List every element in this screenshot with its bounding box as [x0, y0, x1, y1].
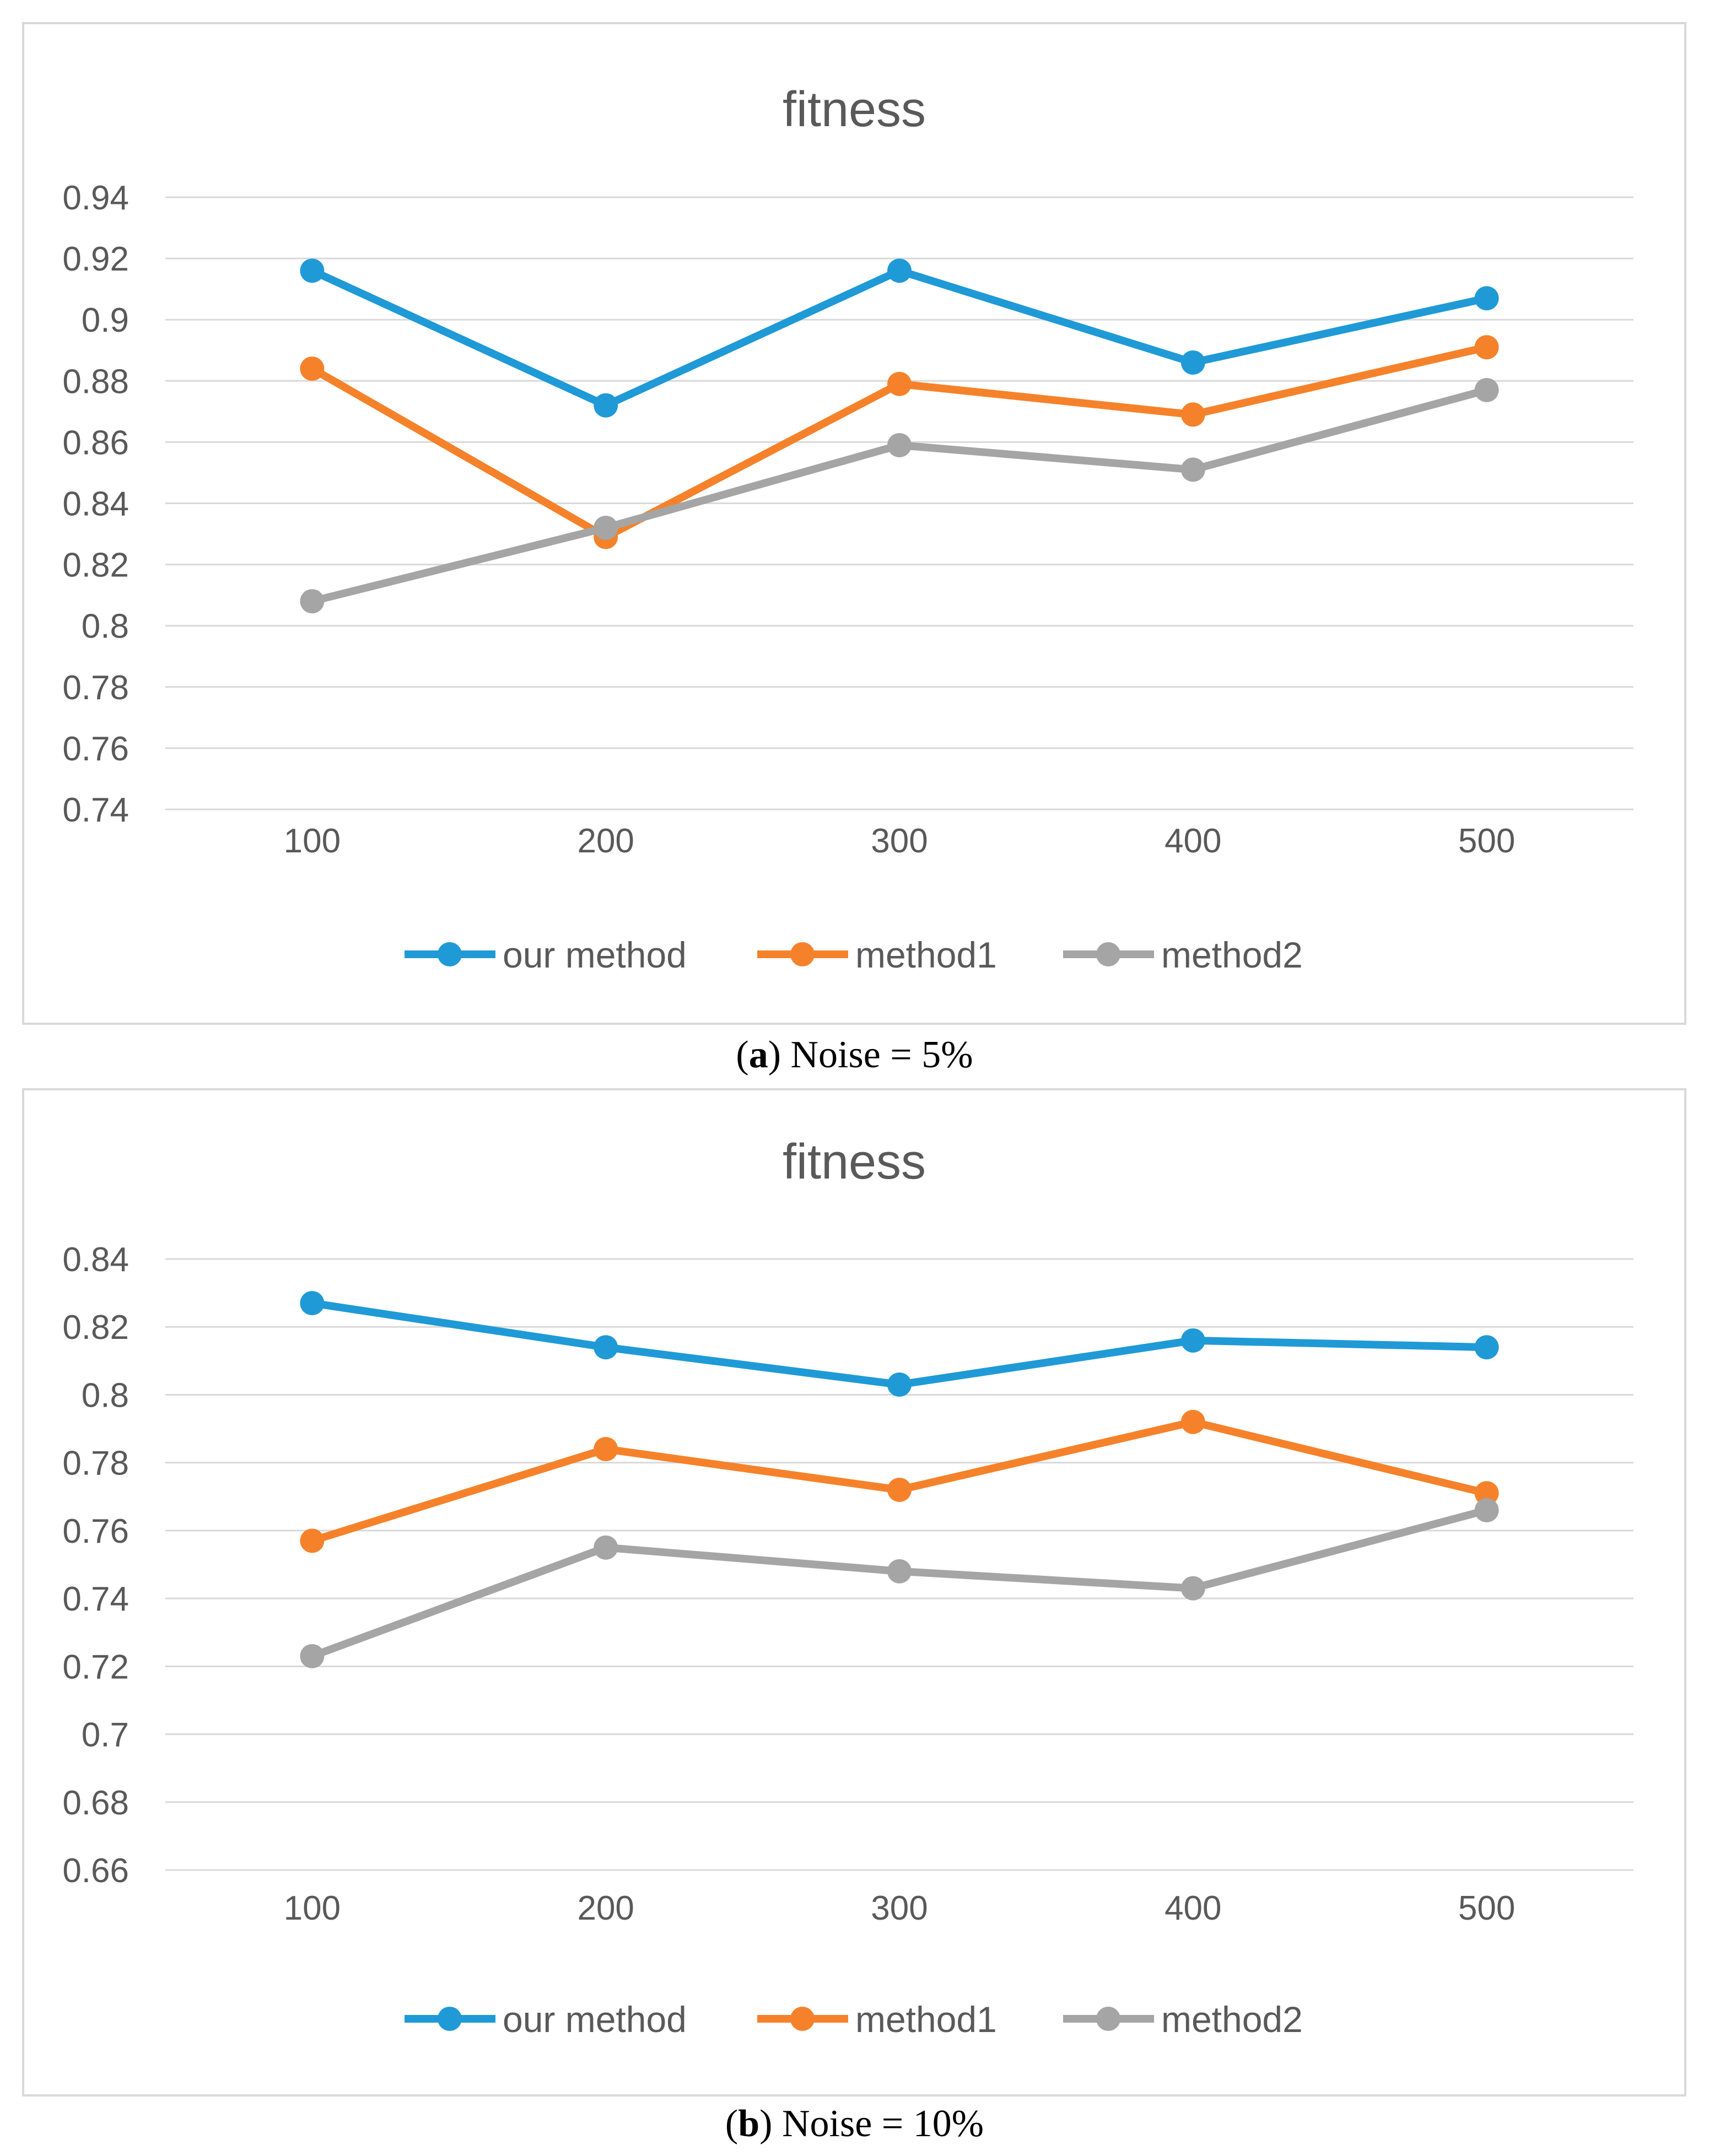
caption-b-text: Noise = 10%	[781, 2103, 984, 2145]
chart-a-xtick-label: 200	[577, 822, 634, 860]
chart-panel-b: fitness 0.66 0.68 0.7 0.72 0.74 0.76 0.78 0.8 0.8…	[22, 1088, 1686, 2096]
chart-a-xtick-label: 400	[1165, 822, 1221, 860]
caption-a: (a) Noise = 5%	[736, 1034, 973, 1076]
chart-b-point-method1	[1180, 1409, 1205, 1434]
chart-a-point-method2	[594, 515, 618, 540]
chart-a-ytick-label: 0.78	[62, 669, 129, 707]
chart-b-title: fitness	[783, 1134, 926, 1190]
chart-b-ytick-label: 0.7	[82, 1716, 129, 1754]
chart-b-ytick-label: 0.8	[82, 1376, 129, 1414]
chart-a-ytick-label: 0.82	[62, 547, 129, 585]
chart-a-legend-marker-method1	[790, 942, 815, 966]
chart-b-legend-marker-method1	[790, 2007, 815, 2031]
chart-a-point-method1	[1474, 335, 1499, 360]
chart-a-ytick-label: 0.86	[62, 424, 129, 462]
chart-b-point-method2	[594, 1535, 618, 1560]
chart-b-legend-marker-our-method	[438, 2007, 462, 2031]
chart-a-ytick-label: 0.76	[62, 730, 129, 768]
chart-b-xtick-label: 300	[871, 1889, 928, 1927]
chart-a: fitness 0.74 0.76 0.78 0.8 0.82 0.84 0.86 0.88 0.…	[62, 82, 1633, 975]
chart-a-point-our-method	[300, 258, 325, 283]
chart-b-ytick-label: 0.82	[62, 1309, 129, 1347]
chart-b-xtick-label: 500	[1458, 1889, 1515, 1927]
chart-b-ytick-label: 0.78	[62, 1445, 129, 1483]
chart-b-point-method1	[1474, 1481, 1499, 1506]
chart-b-point-method2	[887, 1559, 912, 1584]
chart-a-ytick-label: 0.8	[82, 608, 129, 646]
chart-a-title: fitness	[783, 82, 926, 137]
chart-a-xtick-label: 100	[284, 822, 341, 860]
chart-b-legend-label-our-method: our method	[503, 1999, 687, 2040]
chart-a-series-line-method2	[308, 386, 1491, 606]
chart-a-ytick-label: 0.9	[82, 301, 129, 339]
chart-a-point-method1	[300, 356, 325, 381]
chart-a-xtick-label: 500	[1458, 822, 1515, 860]
chart-a-point-method1	[887, 371, 912, 396]
chart-b-point-method2	[1474, 1498, 1499, 1522]
caption-a-text: Noise = 5%	[790, 1034, 973, 1076]
chart-a-legend-label-method2: method2	[1161, 934, 1303, 975]
chart-a-point-method2	[887, 433, 912, 457]
chart-b-legend-label-method2: method2	[1161, 1999, 1303, 2040]
chart-a-point-our-method	[1474, 286, 1499, 311]
chart-b-legend-marker-method2	[1096, 2007, 1120, 2031]
chart-b-ytick-label: 0.74	[62, 1580, 129, 1618]
chart-b-ytick-label: 0.76	[62, 1512, 129, 1550]
chart-a-xtick-label: 300	[871, 822, 928, 860]
chart-b-legend-label-method1: method1	[855, 1999, 997, 2040]
chart-a-ytick-label: 0.94	[62, 179, 129, 217]
chart-b-point-our-method	[300, 1291, 325, 1316]
chart-b-point-method1	[887, 1477, 912, 1502]
chart-a-point-method2	[300, 589, 325, 614]
chart-b-ytick-label: 0.84	[62, 1241, 129, 1279]
chart-a-point-method2	[1474, 377, 1499, 402]
chart-b-xtick-label: 200	[577, 1889, 634, 1927]
chart-a-point-our-method	[887, 258, 912, 283]
chart-a-legend-marker-our-method	[438, 942, 462, 966]
chart-b-ytick-label: 0.72	[62, 1648, 129, 1686]
chart-b-point-our-method	[594, 1335, 618, 1360]
chart-b-xtick-label: 100	[284, 1889, 341, 1927]
chart-b-ytick-label: 0.66	[62, 1852, 129, 1890]
chart-panel-a: fitness 0.74 0.76 0.78 0.8 0.82 0.84 0.86 0.88 0.…	[22, 22, 1686, 1025]
chart-a-legend-label-method1: method1	[855, 934, 997, 975]
chart-b-xtick-label: 400	[1165, 1889, 1221, 1927]
chart-a-point-our-method	[1180, 350, 1205, 375]
chart-b-ytick-label: 0.68	[62, 1784, 129, 1822]
chart-b-point-our-method	[1180, 1328, 1205, 1353]
chart-a-ytick-label: 0.88	[62, 363, 129, 401]
chart-b-series-line-our-method	[308, 1299, 1491, 1388]
chart-b-point-method1	[594, 1437, 618, 1462]
chart-b-point-method2	[1180, 1576, 1205, 1601]
chart-a-point-our-method	[594, 393, 618, 418]
caption-b: (b) Noise = 10%	[725, 2103, 984, 2145]
chart-b-point-our-method	[887, 1372, 912, 1397]
chart-a-ytick-label: 0.74	[62, 791, 129, 829]
chart-a-ytick-label: 0.84	[62, 485, 129, 523]
chart-b-point-method1	[300, 1528, 325, 1553]
caption-b-letter: b	[738, 2103, 760, 2145]
chart-a-point-method2	[1180, 457, 1205, 482]
chart-a-point-method1	[1180, 402, 1205, 427]
chart-b-point-our-method	[1474, 1335, 1499, 1360]
chart-b: fitness 0.66 0.68 0.7 0.72 0.74 0.76 0.78 0.8 0.8…	[62, 1134, 1633, 2040]
caption-a-letter: a	[748, 1034, 768, 1076]
chart-b-point-method2	[300, 1644, 325, 1668]
chart-a-ytick-label: 0.92	[62, 240, 129, 278]
chart-a-legend-label-our-method: our method	[503, 934, 687, 975]
chart-a-legend-marker-method2	[1096, 942, 1120, 966]
